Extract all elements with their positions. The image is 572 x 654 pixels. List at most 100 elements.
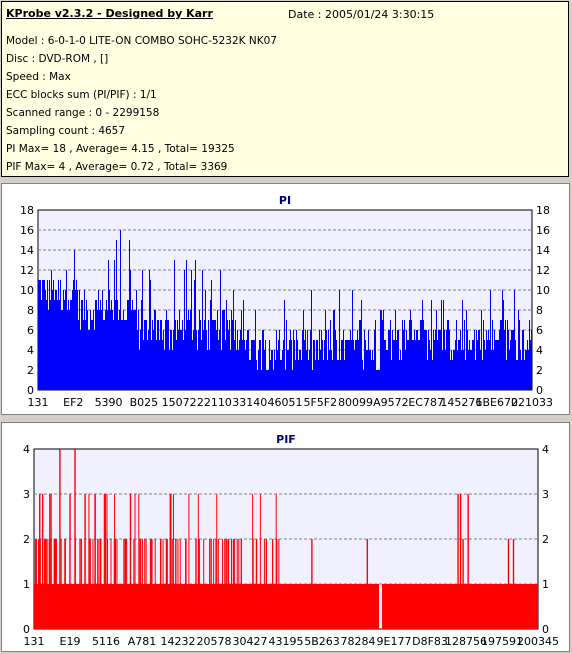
pi-bar [112, 310, 113, 390]
pif-spike [79, 539, 81, 629]
pi-bar [517, 360, 518, 390]
pi-bar [188, 310, 189, 390]
pi-bar [232, 320, 233, 390]
pif-spike [217, 539, 219, 629]
pif-spike [252, 539, 254, 629]
y-tick-left: 3 [23, 488, 30, 501]
pi-bar [329, 350, 330, 390]
pi-bar [115, 300, 116, 390]
pi-bar [119, 310, 120, 390]
pif-spike [107, 539, 109, 629]
pi-bar [241, 310, 242, 390]
pi-bar [387, 350, 388, 390]
pi-bar [198, 330, 199, 390]
pif-spike [50, 494, 52, 629]
pi-bar [523, 330, 524, 390]
pi-bar [120, 230, 121, 390]
pi-bar [206, 330, 207, 390]
pi-bar [470, 350, 471, 390]
pi-bar [55, 290, 56, 390]
pi-bar [409, 320, 410, 390]
pif-spike [45, 539, 47, 629]
pi-bar [111, 300, 112, 390]
pi-bar [321, 330, 322, 390]
pi-bar [307, 330, 308, 390]
pi-bar [311, 290, 312, 390]
pi-bar [339, 290, 340, 390]
pi-bar [511, 330, 512, 390]
pif-spike [48, 539, 50, 629]
pi-bar [498, 340, 499, 390]
pif-spike [74, 539, 76, 629]
pi-bar [372, 350, 373, 390]
pi-bar [314, 340, 315, 390]
pi-bar [215, 320, 216, 390]
pi-bar [95, 300, 96, 390]
pif-spike [113, 539, 115, 629]
y-tick-left: 6 [27, 324, 34, 337]
pi-bar [392, 330, 393, 390]
pi-bar [301, 360, 302, 390]
pi-bar [483, 320, 484, 390]
pi-bar [109, 290, 110, 390]
pi-bar [485, 350, 486, 390]
pi-bar [267, 370, 268, 390]
pi-bar [461, 350, 462, 390]
y-tick-left: 2 [27, 364, 34, 377]
pif-spike [255, 539, 258, 629]
pi-bar [473, 340, 474, 390]
pi-bar [223, 310, 224, 390]
pi-bar [352, 290, 353, 390]
pi-bar [116, 240, 117, 390]
pi-bar [342, 340, 343, 390]
pi-bar [153, 330, 154, 390]
pif-spike [139, 539, 142, 629]
pi-bar [466, 310, 467, 390]
pi-bar [220, 270, 221, 390]
pi-bar [252, 340, 253, 390]
pi-bar [235, 320, 236, 390]
pi-bar [73, 280, 74, 390]
pi-bar [266, 370, 267, 390]
pi-bar [330, 320, 331, 390]
pi-bar [406, 330, 407, 390]
pi-bar [127, 300, 128, 390]
pi-bar [379, 370, 380, 390]
pi-bar [225, 340, 226, 390]
pif-spike [467, 494, 469, 629]
pi-bar [417, 330, 418, 390]
pi-bar [299, 350, 300, 390]
y-tick-right: 0 [536, 384, 543, 397]
pi-bar [512, 330, 513, 390]
pi-bar [432, 360, 433, 390]
pi-bar [97, 310, 98, 390]
pi-bar [513, 330, 514, 390]
pi-bar [458, 340, 459, 390]
pi-bar [423, 320, 424, 390]
pi-bar [242, 340, 243, 390]
pif-spike [94, 494, 96, 629]
pi-bar [75, 290, 76, 390]
pi-bar [244, 340, 245, 390]
x-tick-label: 5390 [95, 396, 123, 409]
x-tick-label: 46051 [268, 396, 303, 409]
y-tick-left: 4 [27, 344, 34, 357]
pi-bar [207, 350, 208, 390]
pi-bar [177, 320, 178, 390]
pi-bar [490, 290, 491, 390]
x-tick-label: 200345 [517, 635, 559, 648]
pif-spike [39, 539, 41, 629]
pi-bar [106, 300, 107, 390]
pi-bar [196, 330, 197, 390]
pif-spike [60, 539, 62, 629]
pif-spike [252, 494, 254, 629]
pi-bar [369, 350, 370, 390]
pi-bar [475, 360, 476, 390]
pi-bar [66, 270, 67, 390]
pif-spike [34, 539, 36, 629]
pi-bar [251, 340, 252, 390]
pi-bar [482, 360, 483, 390]
pif-spike [170, 494, 172, 629]
pi-bar [122, 320, 123, 390]
pi-bar [46, 300, 47, 390]
